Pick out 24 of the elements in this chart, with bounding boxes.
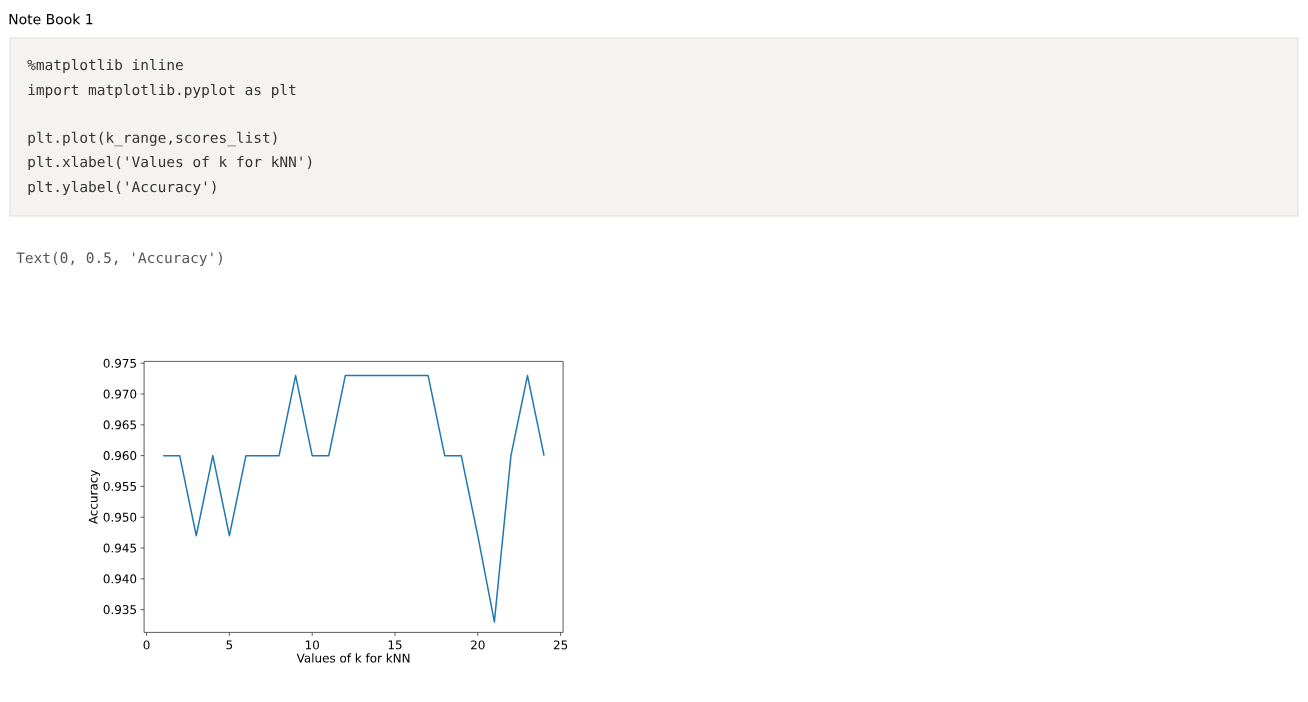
y-tick-label: 0.970 [103,389,137,399]
y-tick-label: 0.950 [103,512,137,522]
x-tick-label: 20 [471,640,485,650]
chart-title: Note Book 1 [9,13,93,25]
x-tick-label: 0 [143,640,150,650]
y-tick-label: 0.955 [103,481,137,491]
x-tick-label: 25 [553,640,568,650]
y-tick-label: 0.940 [103,574,137,584]
y-tick-label: 0.935 [103,605,137,615]
x-tick-label: 10 [305,640,319,650]
x-tick-label: 15 [388,640,402,650]
y-tick-label: 0.975 [103,358,137,368]
text: import matplotlib.pyplot as plt [28,83,296,99]
text: plt.xlabel('Values of k for kNN') [28,155,312,171]
text: %matplotlib inline [27,58,183,74]
y-tick-label: 0.960 [103,451,137,461]
text: plt.plot(k_range,scores_list) [28,131,277,147]
x-tick-label: 5 [226,640,233,650]
text: Text(0, 0.5, 'Accuracy') [16,252,222,266]
y-tick-label: 0.945 [103,543,137,553]
y-tick-label: 0.965 [103,420,137,430]
text: plt.ylabel('Accuracy') [28,180,216,196]
x-axis-title: Values of k for kNN [296,653,410,663]
y-axis-title: Accuracy [88,469,100,525]
